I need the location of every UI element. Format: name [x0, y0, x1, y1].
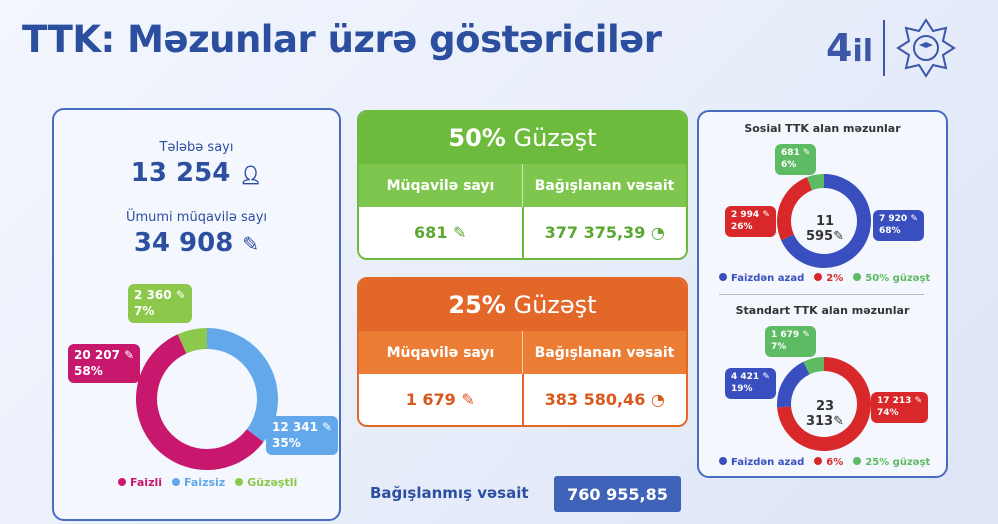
- value: 12 341: [272, 420, 318, 434]
- contracts-donut: [136, 328, 278, 470]
- discount-50-header: Müqavilə sayı Bağışlanan vəsait: [359, 164, 686, 207]
- standard-donut: [777, 357, 871, 451]
- bubble-25-guzest: 1 679 ✎ 7%: [765, 326, 816, 358]
- col-contracts: Müqavilə sayı: [359, 164, 523, 207]
- total-label: Bağışlanmış vəsait: [370, 484, 529, 502]
- forgiven-cell: 383 580,46 ◔: [544, 390, 665, 409]
- forgiven-cell: 377 375,39 ◔: [544, 223, 665, 242]
- standard-legend: Faizdən azad 6% 25% güzəşt: [719, 457, 930, 468]
- divider: [719, 294, 924, 295]
- col-contracts: Müqavilə sayı: [359, 331, 523, 374]
- legend-guzestli: Güzəştli: [235, 476, 297, 489]
- contracts-cell: 1 679 ✎: [359, 374, 524, 425]
- standard-title: Standart TTK alan məzunlar: [735, 304, 910, 317]
- percent: 7%: [134, 303, 155, 318]
- discount-25-title: 25% Güzəşt: [359, 279, 686, 331]
- percent: 35%: [272, 435, 301, 450]
- donut-segment-faizdən-azad: [781, 174, 871, 268]
- contracts-value: 34 908 ✎: [54, 228, 339, 258]
- contracts-legend: Faizli Faizsiz Güzəştli: [118, 476, 297, 489]
- edit-icon: ✎: [242, 232, 260, 256]
- donut-segment-25-güzəşt: [803, 357, 824, 375]
- donut-segment-faizdən-azad: [777, 361, 810, 408]
- donut-segment-güzəştli: [177, 328, 207, 354]
- total-value: 760 955,85: [554, 476, 681, 512]
- ttk-card: Sosial TTK alan məzunlar 11 595✎ 681 ✎ 6%…: [697, 110, 948, 478]
- donut-segment-faizli: [136, 334, 264, 470]
- students-count: 13 254: [130, 158, 231, 188]
- students-value: 13 254 👤︎: [54, 158, 339, 188]
- donut-segment-faizsiz: [207, 328, 278, 442]
- donut-segment-50-güzəşt: [807, 174, 824, 191]
- standard-total: 23 313✎: [805, 399, 845, 429]
- col-forgiven: Bağışlanan vəsait: [534, 344, 675, 361]
- social-donut: [777, 174, 871, 268]
- bubble-guzestli: 2 360 ✎ 7%: [128, 284, 192, 324]
- social-total: 11 595✎: [805, 214, 845, 244]
- logo: 4il: [826, 16, 986, 80]
- discount-50-row: 681 ✎ 377 375,39 ◔: [359, 207, 686, 258]
- students-label: Tələbə sayı: [159, 140, 234, 155]
- bubble-2pct: 2 994 ✎ 26%: [725, 206, 776, 238]
- user-icon: 👤︎: [239, 165, 263, 186]
- contracts-count: 34 908: [133, 228, 234, 258]
- contracts-cell: 681 ✎: [359, 207, 524, 258]
- value: 2 360: [134, 288, 172, 302]
- discount-50-card: 50% Güzəşt Müqavilə sayı Bağışlanan vəsai…: [357, 110, 688, 260]
- students-card: Tələbə sayı 13 254 👤︎ Ümumi müqavilə say…: [52, 108, 341, 521]
- bubble-faizden-azad-std: 4 421 ✎ 19%: [725, 368, 776, 400]
- value: 20 207: [74, 348, 120, 362]
- bubble-faizden-azad: 7 920 ✎ 68%: [873, 210, 924, 242]
- donut-segment-6-: [777, 357, 871, 451]
- contracts-label: Ümumi müqavilə sayı: [125, 210, 268, 225]
- university-emblem-icon: [896, 18, 956, 78]
- logo-divider: [883, 20, 886, 76]
- discount-25-header: Müqavilə sayı Bağışlanan vəsait: [359, 331, 686, 374]
- social-legend: Faizdən azad 2% 50% güzəşt: [719, 273, 930, 284]
- donut-segment-2-: [777, 177, 813, 241]
- bubble-50-guzest: 681 ✎ 6%: [775, 144, 817, 176]
- legend-faizsiz: Faizsiz: [172, 476, 225, 489]
- four-il-logo: 4il: [826, 26, 874, 70]
- discount-25-row: 1 679 ✎ 383 580,46 ◔: [359, 374, 686, 425]
- legend-faizli: Faizli: [118, 476, 162, 489]
- col-forgiven: Bağışlanan vəsait: [534, 177, 675, 194]
- page-title: TTK: Məzunlar üzrə göstəricilər: [22, 18, 662, 61]
- percent: 58%: [74, 363, 103, 378]
- social-title: Sosial TTK alan məzunlar: [744, 122, 901, 135]
- bubble-faizsiz: 12 341 ✎ 35%: [266, 416, 339, 456]
- gauge-icon: ◔: [650, 223, 665, 242]
- bubble-6pct: 17 213 ✎ 74%: [871, 392, 929, 424]
- bubble-faizli: 20 207 ✎ 58%: [68, 344, 141, 384]
- discount-25-card: 25% Güzəşt Müqavilə sayı Bağışlanan vəsai…: [357, 277, 688, 427]
- discount-50-title: 50% Güzəşt: [359, 112, 686, 164]
- gauge-icon: ◔: [650, 390, 665, 409]
